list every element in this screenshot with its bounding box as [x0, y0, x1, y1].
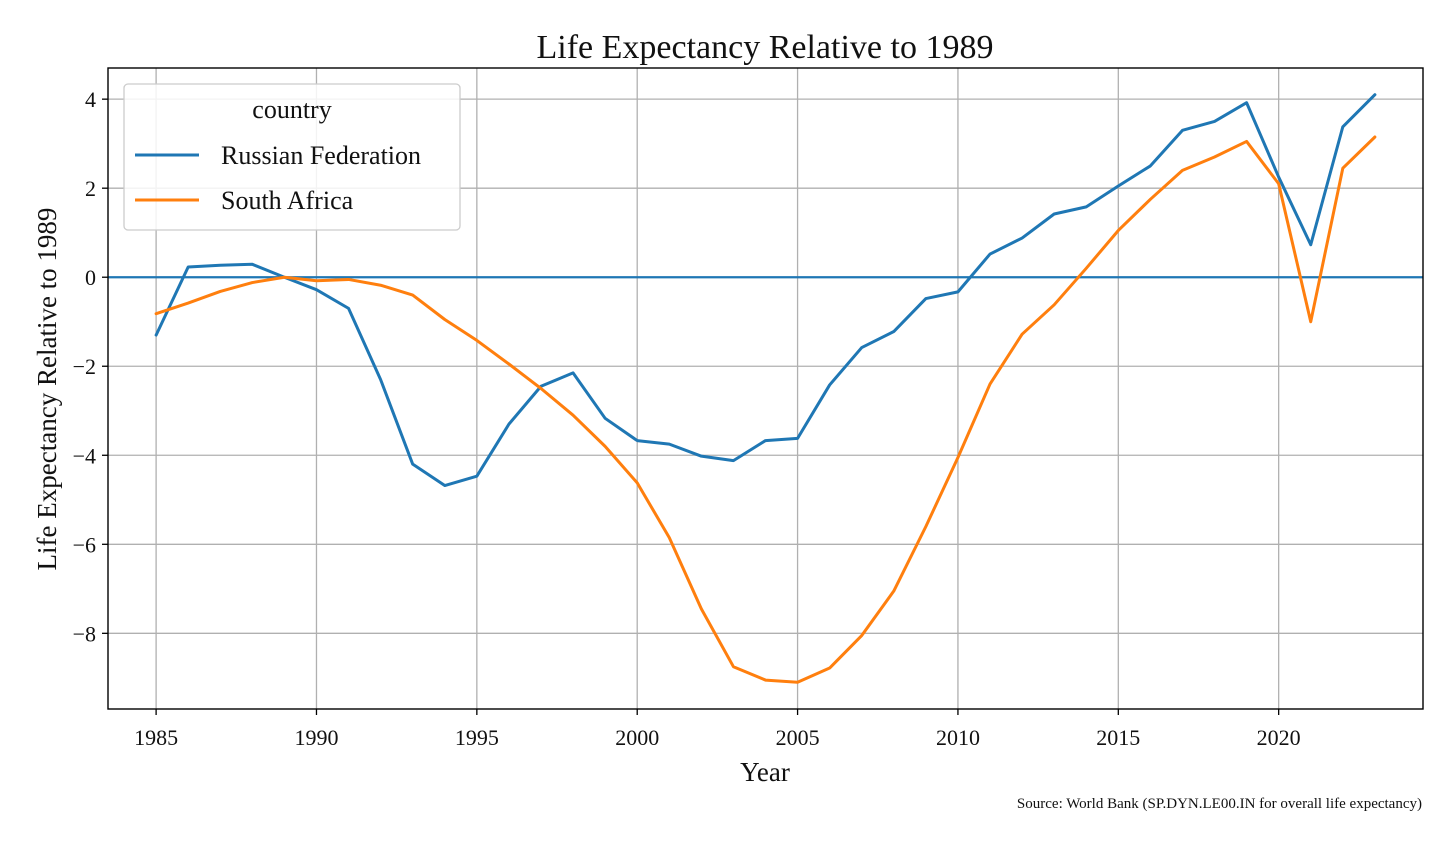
series-line-south-africa — [154, 135, 1377, 684]
legend-label-south-africa: South Africa — [221, 186, 354, 215]
x-tick-label: 2020 — [1257, 725, 1301, 750]
x-tick-label: 1985 — [134, 725, 178, 750]
chart-title: Life Expectancy Relative to 1989 — [537, 29, 994, 66]
x-tick-label: 2015 — [1096, 725, 1140, 750]
x-tick-label: 2005 — [776, 725, 820, 750]
ticks: 1985 1990 1995 2000 2005 2010 2015 2020 −8 −6 −4 −2… — [73, 87, 1301, 750]
y-tick-label: −2 — [73, 354, 96, 379]
legend-box — [123, 83, 461, 231]
source-note: Source: World Bank (SP.DYN.LE00.IN for o… — [1017, 796, 1422, 812]
series-line-russian-federation — [154, 93, 1377, 488]
y-axis-label: Life Expectancy Relative to 1989 — [32, 208, 62, 571]
legend: country Russian Federation South Africa — [123, 83, 461, 231]
legend-title: country — [252, 95, 331, 124]
y-tick-label: −4 — [73, 443, 96, 468]
y-tick-label: −6 — [73, 532, 96, 557]
y-tick-label: −8 — [73, 621, 96, 646]
series-group — [154, 93, 1377, 684]
y-tick-label: 0 — [85, 265, 96, 290]
x-axis-label: Year — [740, 757, 790, 787]
y-tick-label: 2 — [85, 176, 96, 201]
x-tick-label: 2010 — [936, 725, 980, 750]
plot-frame — [107, 67, 1424, 710]
legend-label-russian-federation: Russian Federation — [221, 141, 421, 170]
x-tick-label: 1995 — [455, 725, 499, 750]
y-tick-label: 4 — [85, 87, 96, 112]
x-tick-label: 1990 — [294, 725, 338, 750]
x-tick-label: 2000 — [615, 725, 659, 750]
